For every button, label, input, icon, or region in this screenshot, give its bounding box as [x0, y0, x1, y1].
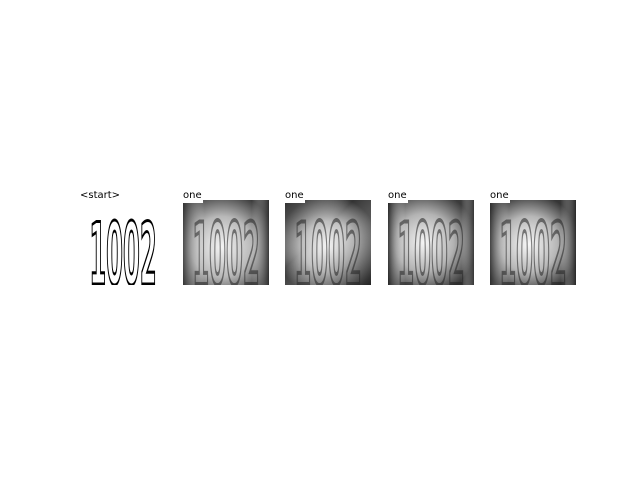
- attention-image-2: 1002: [285, 200, 371, 285]
- attention-image-3: 1002: [388, 200, 474, 285]
- digits-text: 1002: [192, 204, 259, 285]
- panel-one-2: one 1002: [285, 190, 371, 285]
- panel-label: one: [490, 190, 510, 203]
- panel-label: one: [183, 190, 203, 203]
- digits-text: 1002: [294, 204, 361, 285]
- panel-start: <start> 1002: [80, 190, 166, 285]
- digit-image-clean: 1002: [80, 200, 166, 285]
- panel-one-3: one 1002: [388, 190, 474, 285]
- attention-image-1: 1002: [183, 200, 269, 285]
- attention-image-4: 1002: [490, 200, 576, 285]
- digits-text: 1002: [89, 204, 156, 285]
- panel-one-4: one 1002: [490, 190, 576, 285]
- panel-label: one: [285, 190, 305, 203]
- panel-label: one: [388, 190, 408, 203]
- digits-text: 1002: [397, 204, 464, 285]
- digits-text: 1002: [499, 204, 566, 285]
- panel-label: <start>: [80, 190, 122, 203]
- panel-one-1: one 1002: [183, 190, 269, 285]
